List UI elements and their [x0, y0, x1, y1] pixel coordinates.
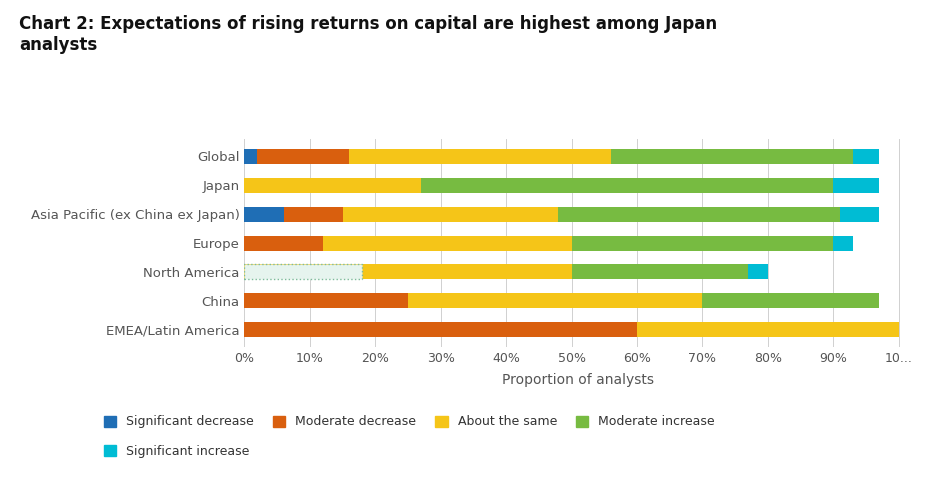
Bar	[558, 207, 839, 222]
Bar	[421, 178, 833, 193]
Bar	[244, 207, 284, 222]
Bar	[244, 236, 323, 250]
Bar	[702, 294, 879, 309]
Text: Chart 2: Expectations of rising returns on capital are highest among Japan
analy: Chart 2: Expectations of rising returns …	[19, 15, 717, 54]
Bar	[349, 149, 611, 164]
Bar	[572, 236, 833, 250]
Bar	[637, 322, 899, 337]
Bar	[342, 207, 558, 222]
Bar	[323, 236, 572, 250]
Bar	[611, 149, 853, 164]
Bar	[244, 294, 408, 309]
Bar	[748, 264, 768, 280]
Bar	[284, 207, 342, 222]
Bar	[244, 149, 258, 164]
FancyBboxPatch shape	[244, 264, 362, 280]
Bar	[244, 322, 637, 337]
Bar	[244, 178, 421, 193]
Bar	[244, 264, 572, 280]
Legend: Significant increase: Significant increase	[103, 444, 250, 458]
Bar	[839, 207, 879, 222]
Bar	[853, 149, 879, 164]
Bar	[572, 264, 748, 280]
Bar	[258, 149, 349, 164]
Bar	[833, 236, 853, 250]
Bar	[833, 178, 879, 193]
X-axis label: Proportion of analysts: Proportion of analysts	[502, 373, 654, 387]
Bar	[408, 294, 702, 309]
